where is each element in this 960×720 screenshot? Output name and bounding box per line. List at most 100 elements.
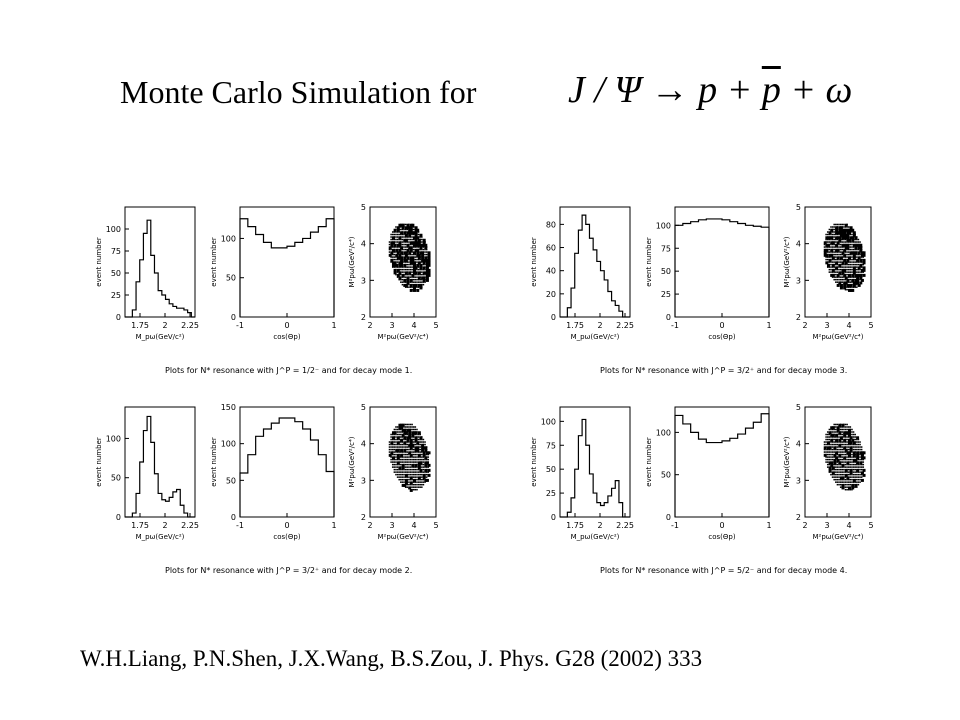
dalitz-point (395, 428, 397, 431)
dalitz-point (422, 463, 425, 466)
dalitz-point (393, 436, 396, 438)
dalitz-point (830, 266, 832, 268)
dalitz-point (846, 266, 848, 268)
dalitz-point (403, 433, 405, 436)
dalitz-point (833, 228, 835, 231)
dalitz-point (396, 263, 399, 266)
dalitz-point (860, 266, 863, 268)
dalitz-point (401, 263, 404, 266)
dalitz-point (416, 453, 418, 456)
dalitz-point (422, 243, 426, 247)
dalitz-point (839, 448, 842, 451)
dalitz-point (421, 483, 423, 486)
dalitz-point (838, 441, 840, 443)
x-tick-label: 5 (433, 521, 438, 530)
dalitz-point (412, 251, 416, 255)
dalitz-point (409, 281, 412, 283)
dalitz-point (416, 456, 418, 458)
dalitz-point (419, 476, 421, 478)
dalitz-point (393, 246, 396, 248)
dalitz-point (846, 258, 850, 262)
dalitz-point (846, 251, 848, 253)
dalitz-point (417, 276, 421, 280)
dalitz-point (839, 461, 842, 463)
dalitz-point (424, 241, 426, 243)
dalitz-point (414, 238, 418, 242)
dalitz-point (825, 233, 827, 236)
dalitz-point (400, 466, 402, 468)
dalitz-point (419, 271, 421, 273)
dalitz-point (838, 263, 842, 267)
dalitz-point (847, 246, 850, 248)
x-tick-label: 3 (824, 521, 829, 530)
dalitz-point (833, 253, 835, 256)
dalitz-point (414, 473, 417, 476)
dalitz-point (421, 276, 425, 280)
y-tick-label: 3 (361, 476, 366, 485)
dalitz-point (396, 248, 399, 251)
dalitz-point (836, 238, 839, 241)
dalitz-point (835, 448, 837, 451)
x-tick-label: 0 (719, 321, 724, 330)
dalitz-point (404, 438, 407, 441)
dalitz-point (839, 276, 842, 278)
dalitz-point (825, 433, 827, 436)
dalitz-point (419, 251, 423, 255)
dalitz-point (391, 231, 394, 233)
dalitz-point (839, 261, 842, 263)
dalitz-point (831, 248, 834, 251)
dalitz-point (839, 253, 842, 256)
dalitz-point (846, 261, 848, 263)
dalitz-point (831, 453, 834, 456)
dalitz-point (862, 471, 865, 473)
dalitz-point (849, 268, 852, 271)
dalitz-point (849, 453, 852, 456)
dalitz-point (401, 236, 404, 238)
dalitz-point (844, 258, 847, 261)
dalitz-point (422, 281, 425, 283)
dalitz-point (403, 441, 407, 445)
dalitz-point (408, 241, 410, 243)
dalitz-point (421, 248, 423, 251)
dalitz-point (844, 228, 848, 232)
dalitz-point (412, 473, 415, 476)
dalitz-point (847, 248, 850, 251)
dalitz-point (403, 481, 405, 483)
dalitz-point (860, 271, 863, 273)
dalitz-point (427, 463, 431, 467)
dalitz-point (391, 256, 394, 258)
dalitz-point (406, 271, 409, 273)
dalitz-point (408, 423, 410, 426)
y-tick-label: 75 (661, 244, 671, 253)
dalitz-point (422, 478, 425, 481)
dalitz-point (847, 283, 851, 287)
dalitz-point (406, 431, 409, 433)
dalitz-point (416, 261, 418, 263)
dalitz-point (844, 278, 847, 281)
dalitz-point (393, 446, 396, 448)
x-tick-label: 4 (846, 521, 851, 530)
dalitz-point (417, 263, 420, 266)
dalitz-point (403, 231, 407, 235)
dalitz-point (835, 246, 837, 248)
dalitz-point (409, 288, 413, 292)
dalitz-point (847, 263, 850, 266)
dalitz-point (839, 278, 842, 281)
dalitz-point (416, 443, 418, 446)
dalitz-point (416, 431, 418, 433)
dalitz-point (828, 466, 832, 470)
dalitz-point (411, 226, 413, 228)
dalitz-point (830, 426, 834, 430)
dalitz-point (414, 271, 418, 275)
dalitz-point (859, 266, 861, 268)
dalitz-point (422, 248, 425, 251)
dalitz-point (836, 453, 839, 456)
dalitz-point (846, 263, 848, 266)
dalitz-point (404, 228, 407, 231)
dalitz-point (828, 243, 831, 246)
y-tick-label: 0 (116, 313, 121, 322)
dalitz-point (400, 238, 402, 241)
dalitz-point (388, 441, 391, 443)
dalitz-point (839, 486, 842, 488)
dalitz-point (846, 273, 848, 276)
